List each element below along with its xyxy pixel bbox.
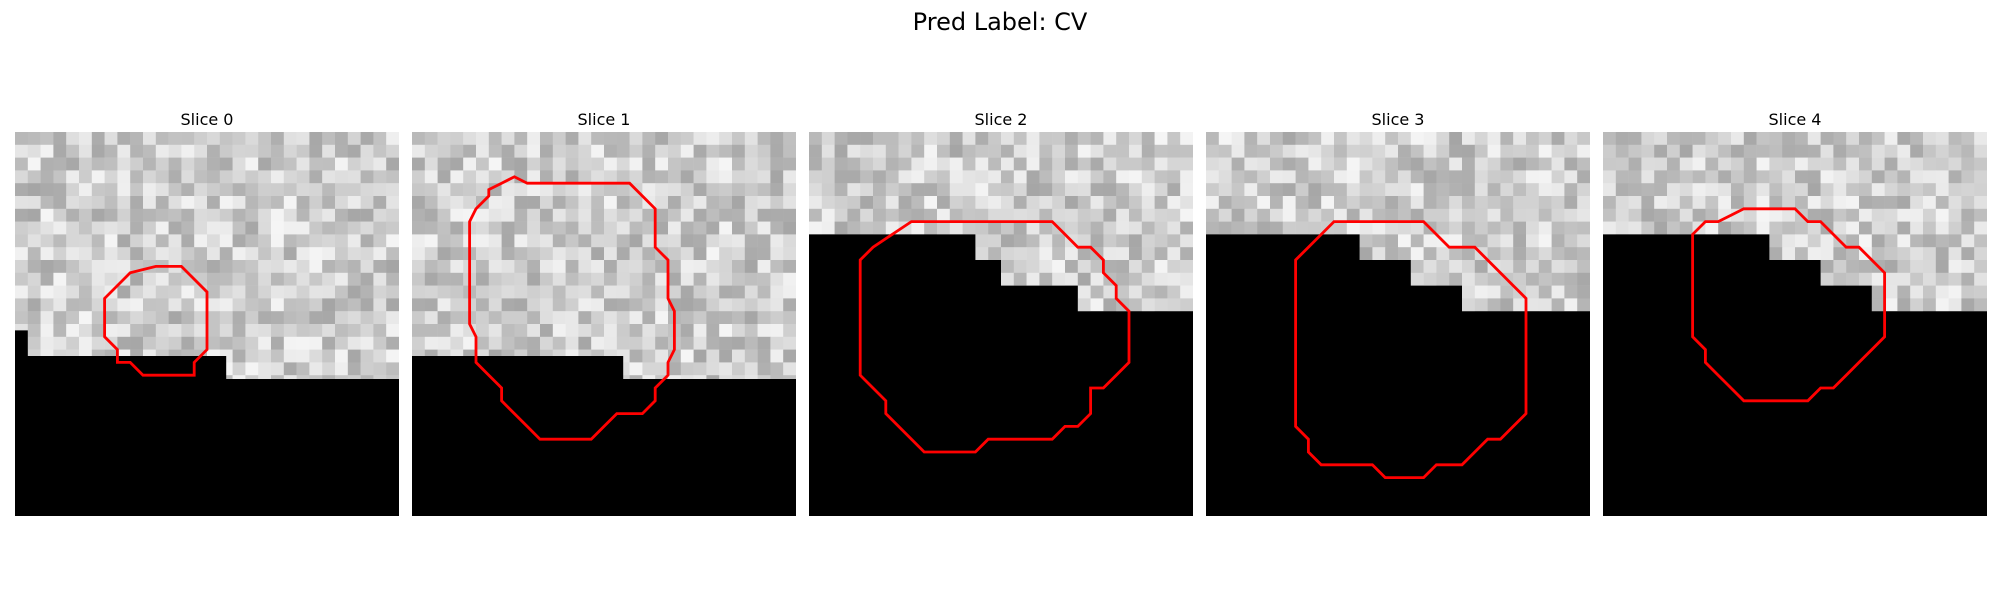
slice-title-2: Slice 2 [974,110,1028,129]
slice-panel-4: Slice 4 [1603,108,1987,516]
slice-panel-1: Slice 1 [412,108,796,516]
slice-title-0: Slice 0 [180,110,234,129]
figure-title: Pred Label: CV [912,8,1088,36]
slice-title-3: Slice 3 [1371,110,1425,129]
slice-image-4 [1603,132,1987,516]
slice-image-2 [809,132,1193,516]
slice-title-1: Slice 1 [577,110,631,129]
slice-image-3 [1206,132,1590,516]
slice-title-4: Slice 4 [1768,110,1822,129]
slice-image-1 [412,132,796,516]
slice-panel-2: Slice 2 [809,108,1193,516]
slice-panel-0: Slice 0 [15,108,399,516]
slice-panel-3: Slice 3 [1206,108,1590,516]
slice-image-0 [15,132,399,516]
